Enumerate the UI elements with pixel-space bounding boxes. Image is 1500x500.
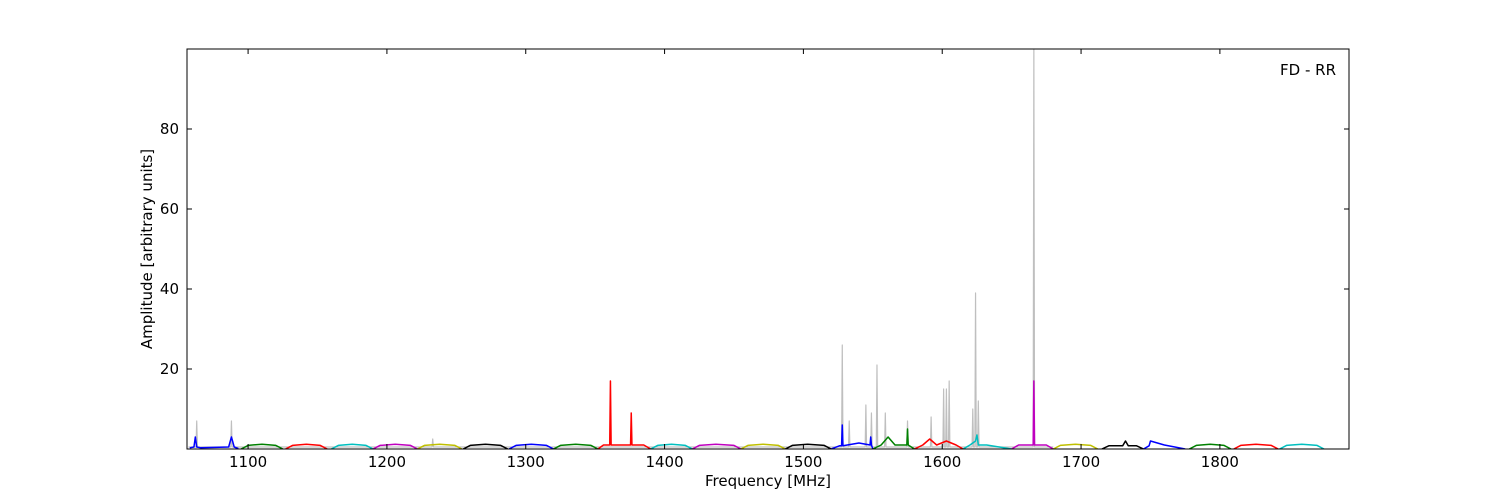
x-axis-label: Frequency [MHz] [705,472,831,490]
spectrum-line [1011,380,1054,449]
spectrum-line [1233,443,1279,449]
y-tick-label: 20 [160,360,179,378]
spectrum-line [785,443,832,449]
spectrum-line [1101,440,1144,449]
spectrum-line [650,443,693,449]
spectrum-line [285,443,328,449]
spectrum-line [1189,443,1232,449]
y-tick-label: 40 [160,280,179,298]
x-tick-label: 1300 [507,453,545,471]
spectrum-line [417,443,463,449]
spectrum-line [1143,440,1186,449]
y-tick-label: 80 [160,120,179,138]
annotation: FD - RR [1280,61,1336,79]
x-tick-label: 1700 [1062,453,1100,471]
spectrum-line [597,380,652,449]
spectrum-line [240,443,284,449]
spectrum-line [189,436,239,449]
y-tick-label: 60 [160,200,179,218]
spectrum-line [462,443,509,449]
spectrum-line [740,443,786,449]
spectrum-line [830,424,874,449]
plot-lines [188,49,1325,449]
plot-frame [186,48,1350,450]
spectrum-line [331,443,374,449]
x-tick-label: 1600 [923,453,961,471]
spectrum-line [962,434,1012,449]
y-axis-label: Amplitude [arbitrary units] [138,149,156,349]
x-tick-label: 1400 [645,453,683,471]
spectrum-line [188,49,1054,448]
spectrum-line [914,438,964,449]
x-tick-label: 1100 [229,453,267,471]
spectrum-line [872,428,915,449]
spectrum-line [553,443,599,449]
x-tick-label: 1800 [1201,453,1239,471]
spectrum-line [691,443,742,449]
spectrum-line [508,443,554,449]
spectrum-line [1052,443,1099,449]
x-tick-label: 1500 [784,453,822,471]
x-tick-label: 1200 [368,453,406,471]
spectrum-line [372,443,418,449]
spectrum-line [1279,443,1325,449]
